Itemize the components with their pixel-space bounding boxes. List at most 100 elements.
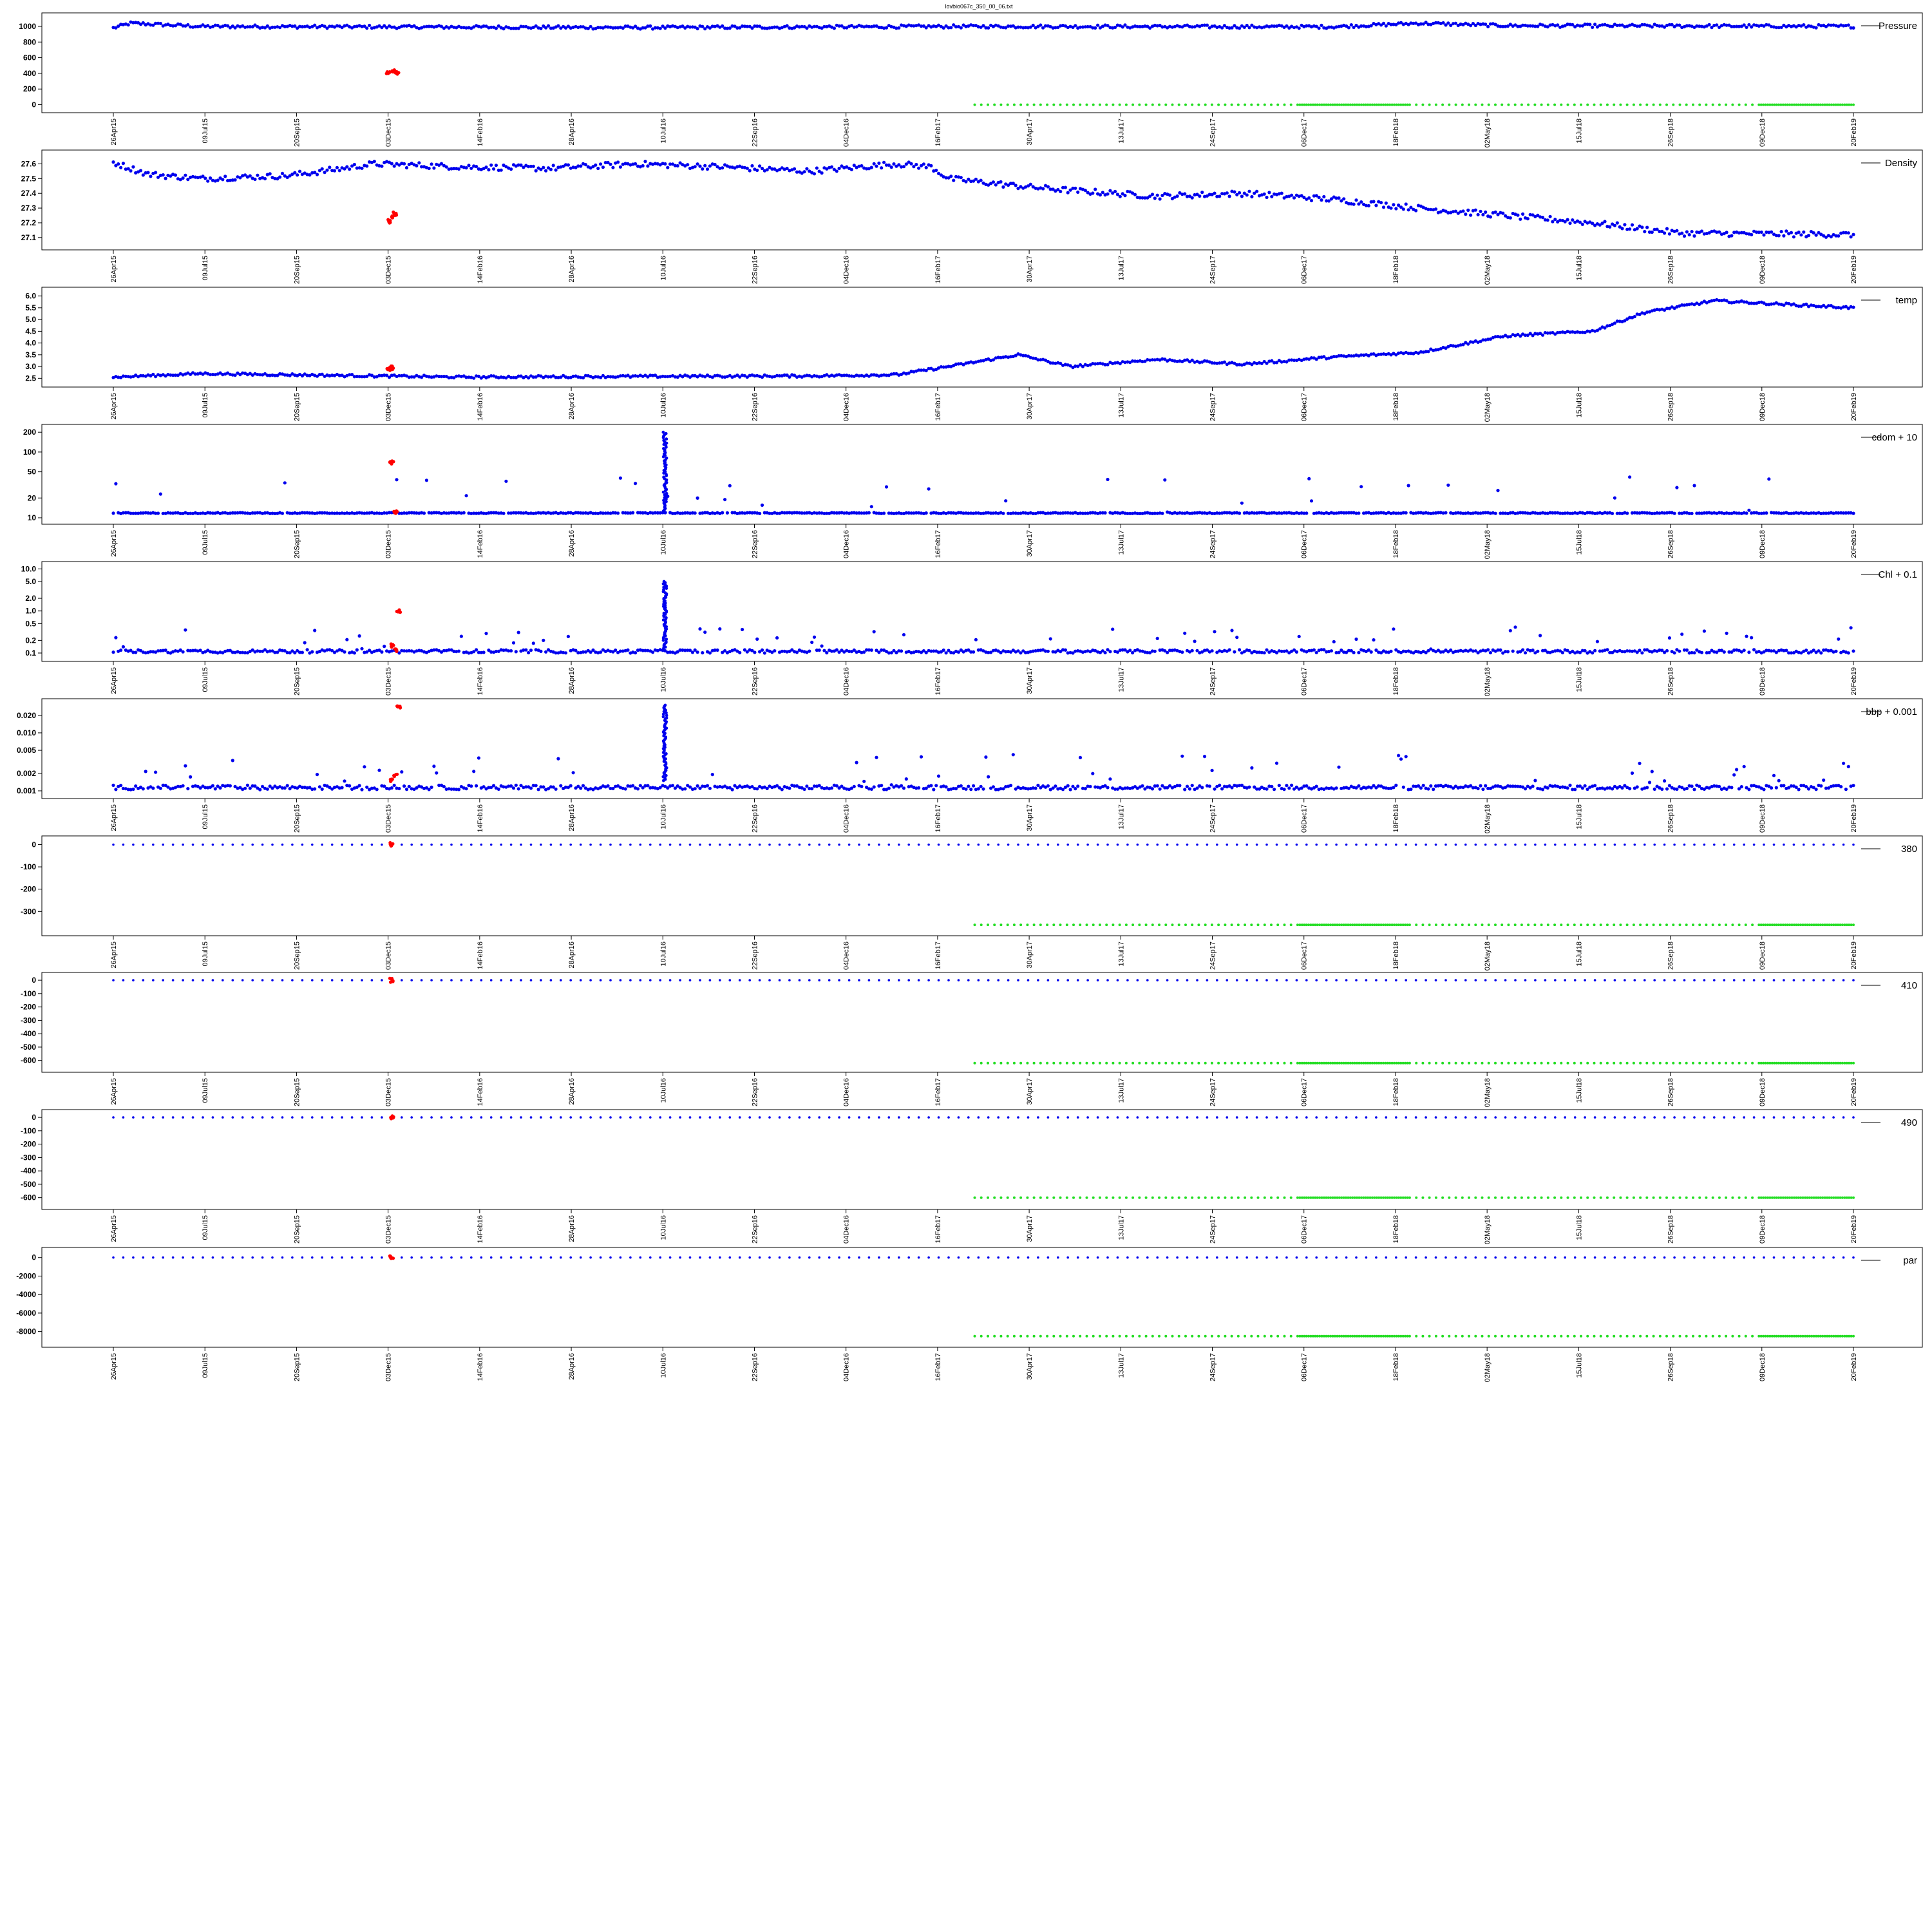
data-point [1202,649,1207,652]
data-point [1491,211,1495,215]
data-point [805,784,809,788]
data-point [862,25,866,29]
data-point [556,24,560,28]
data-point [1297,194,1301,198]
data-point [1394,353,1398,357]
data-point [1210,768,1214,772]
data-point [457,167,461,171]
data-point [385,649,389,653]
data-point [1789,303,1794,307]
data-point [1540,649,1545,653]
qc-point [1593,103,1596,106]
data-point [1563,785,1567,790]
data-point [596,26,600,30]
data-point [1844,511,1848,515]
data-point [1372,352,1376,356]
data-point [1794,785,1798,789]
data-point [1819,305,1823,308]
data-point [1628,475,1632,479]
data-point [1650,770,1654,773]
data-point [668,650,672,654]
data-point [1698,24,1701,28]
data-point [1222,360,1226,364]
data-point [492,784,496,788]
data-point [626,374,630,377]
data-point [475,511,478,515]
data-point [676,650,679,654]
data-point [904,511,908,515]
data-point [542,24,545,28]
data-point [829,786,834,790]
data-point [661,24,665,28]
data-point [1548,331,1552,335]
data-point [233,650,237,654]
data-point [1613,321,1616,325]
x-tick-label: 02May18 [1484,530,1492,559]
data-point [1802,303,1806,307]
data-point [1048,24,1052,29]
data-point [1183,631,1187,635]
data-point [1700,229,1704,233]
data-point [315,26,319,30]
x-tick-label: 06Dec17 [1301,667,1309,696]
data-point [1011,182,1015,185]
data-point [544,511,548,515]
data-point [141,511,145,515]
data-point [442,26,446,30]
data-point [900,649,904,653]
data-point [1414,511,1418,515]
data-point [256,786,260,790]
data-point [303,785,307,790]
data-point [231,650,234,654]
y-tick-label: 0.010 [17,728,36,737]
data-point [877,161,881,165]
data-point [370,374,374,377]
data-point [231,178,234,182]
data-point [1434,21,1438,24]
qc-point [1197,103,1200,106]
data-point [1707,299,1711,303]
data-point [201,372,205,376]
data-point [1732,773,1736,777]
data-point [519,24,523,28]
data-point [352,651,357,655]
data-point [236,786,240,790]
data-point [1839,785,1843,789]
data-point [589,375,592,379]
data-point [1727,23,1731,27]
data-point [1476,22,1480,26]
data-point [1826,23,1830,27]
data-point [755,374,759,377]
qc-point [1806,103,1809,106]
qc-point [1256,103,1260,106]
data-point [1439,784,1443,788]
data-point [424,650,429,655]
data-point [1019,511,1023,515]
flagged-point [391,366,395,370]
data-point [1011,354,1015,359]
data-point [1765,511,1768,515]
data-point [308,511,312,515]
data-point [1267,359,1271,363]
data-point [1774,511,1778,515]
data-point [531,164,535,168]
data-point [539,167,543,171]
data-point [164,784,167,788]
data-point [735,649,739,653]
data-point [228,26,232,30]
data-point [385,160,389,164]
data-point [658,511,662,515]
data-point [305,374,309,377]
data-point [967,177,971,181]
data-point [514,26,518,30]
data-point [745,375,749,379]
data-point [1603,326,1607,330]
data-point [280,649,285,652]
data-point [681,24,685,28]
data-point [723,26,727,30]
spike-point [661,775,665,779]
data-point [1078,363,1083,367]
data-point [516,163,520,167]
data-point [477,374,481,379]
data-point [1615,786,1619,790]
